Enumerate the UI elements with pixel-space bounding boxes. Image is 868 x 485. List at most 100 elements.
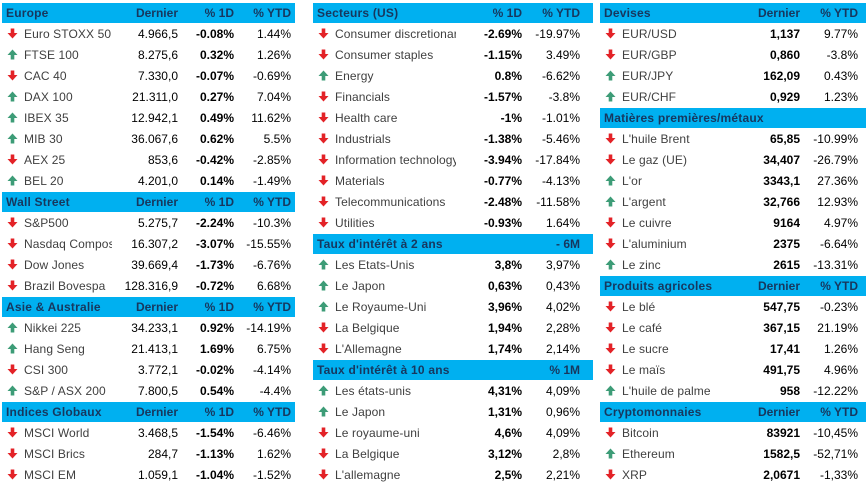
row-label: AEX 25: [24, 152, 66, 167]
row-value: 11.62%: [251, 110, 291, 125]
down-arrow-icon: [313, 448, 335, 459]
down-arrow-icon: [600, 133, 622, 144]
table-row: Bitcoin 83921 -10,45%: [600, 422, 866, 443]
down-arrow-icon: [313, 343, 335, 354]
row-value: -1.04%: [195, 467, 234, 482]
row-value: -1%: [500, 110, 522, 125]
row-value: 2,21%: [545, 467, 580, 482]
row-label: EUR/USD: [622, 26, 677, 41]
down-arrow-icon: [313, 28, 335, 39]
row-label: Le Japon: [335, 278, 386, 293]
row-value: -13.31%: [813, 257, 858, 272]
column-header-label: % YTD: [542, 6, 580, 20]
down-arrow-icon: [600, 154, 622, 165]
down-arrow-icon: [313, 49, 335, 60]
row-label: Le zinc: [622, 257, 661, 272]
column-header-label: Dernier: [135, 195, 178, 209]
row-value: -1.01%: [541, 110, 580, 125]
row-label: Euro STOXX 50: [24, 26, 112, 41]
row-label: Ethereum: [622, 446, 675, 461]
table-row: La Belgique 1,94% 2,28%: [313, 317, 593, 338]
row-label: S&P500: [24, 215, 69, 230]
row-value: 0.62%: [199, 131, 234, 146]
row-label: Energy: [335, 68, 374, 83]
row-label: BEL 20: [24, 173, 64, 188]
row-value: -3.8%: [826, 47, 858, 62]
row-value: 3,96%: [487, 299, 522, 314]
section-header: Europe Dernier % 1D % YTD: [2, 3, 295, 23]
row-label: Consumer staples: [335, 47, 434, 62]
down-arrow-icon: [600, 28, 622, 39]
row-value: -6.62%: [541, 68, 580, 83]
row-value: 367,15: [763, 320, 800, 335]
row-label: L'huile de palme: [622, 383, 711, 398]
up-arrow-icon: [2, 322, 24, 333]
row-label: Financials: [335, 89, 391, 104]
down-arrow-icon: [313, 133, 335, 144]
table-row: Brazil Bovespa 128.316,9 -0.72% 6.68%: [2, 275, 295, 296]
down-arrow-icon: [2, 469, 24, 480]
row-label: Dow Jones: [24, 257, 85, 272]
row-label: EUR/JPY: [622, 68, 674, 83]
row-label: L'or: [622, 173, 643, 188]
dashboard-column: Europe Dernier % 1D % YTD Euro STOXX 50 4.966…: [2, 0, 295, 485]
row-value: 4.97%: [823, 215, 858, 230]
table-row: CAC 40 7.330,0 -0.07% -0.69%: [2, 65, 295, 86]
down-arrow-icon: [313, 196, 335, 207]
row-label: Le Royaume-Uni: [335, 299, 427, 314]
column-header-label: - 6M: [556, 237, 580, 251]
row-value: 34.233,1: [131, 320, 178, 335]
column-header-label: % 3M: [844, 111, 868, 125]
table-row: L'Allemagne 1,74% 2,14%: [313, 338, 593, 359]
column-header-label: % 1D: [204, 6, 234, 20]
table-row: CSI 300 3.772,1 -0.02% -4.14%: [2, 359, 295, 380]
down-arrow-icon: [313, 175, 335, 186]
row-value: 1.26%: [256, 47, 291, 62]
row-value: 1.62%: [256, 446, 291, 461]
row-value: -1.15%: [483, 47, 522, 62]
row-label: Le café: [622, 320, 663, 335]
up-arrow-icon: [313, 301, 335, 312]
column-header-label: Dernier: [757, 279, 800, 293]
row-value: -4.4%: [259, 383, 291, 398]
table-row: Nasdaq Composite 16.307,2 -3.07% -15.55%: [2, 233, 295, 254]
row-value: 0,96%: [545, 404, 580, 419]
row-label: Health care: [335, 110, 398, 125]
down-arrow-icon: [2, 28, 24, 39]
row-value: 2,28%: [545, 320, 580, 335]
table-row: MSCI EM 1.059,1 -1.04% -1.52%: [2, 464, 295, 485]
section-header: Indices Globaux Dernier % 1D % YTD: [2, 402, 295, 422]
row-label: L'argent: [622, 194, 666, 209]
row-value: 83921: [766, 425, 800, 440]
row-label: Materials: [335, 173, 385, 188]
table-row: Consumer staples -1.15% 3.49%: [313, 44, 593, 65]
row-value: 4,31%: [487, 383, 522, 398]
row-value: 39.669,4: [131, 257, 178, 272]
row-value: -2.48%: [483, 194, 522, 209]
column-header-label: % YTD: [253, 405, 291, 419]
up-arrow-icon: [2, 112, 24, 123]
column-header-label: Dernier: [757, 405, 800, 419]
row-value: 32,766: [763, 194, 800, 209]
column-header-label: % 1D: [492, 6, 522, 20]
column-header-label: % YTD: [253, 300, 291, 314]
row-value: 21.311,0: [132, 89, 178, 104]
dashboard-column: Devises Dernier% YTD EUR/USD 1,137 9.77% EUR/…: [600, 0, 866, 485]
up-arrow-icon: [600, 196, 622, 207]
row-value: 0.14%: [199, 173, 234, 188]
row-value: 958: [779, 383, 800, 398]
table-row: XRP 2,0671 -1,33%: [600, 464, 866, 485]
row-label: CAC 40: [24, 68, 67, 83]
row-label: XRP: [622, 467, 647, 482]
row-value: -10,45%: [813, 425, 858, 440]
section-header: Taux d'intérêt à 2 ans - 6M: [313, 234, 593, 254]
row-value: 491,75: [763, 362, 800, 377]
row-value: 7.330,0: [137, 68, 178, 83]
row-value: 3,97%: [545, 257, 580, 272]
table-row: MSCI World 3.468,5 -1.54% -6.46%: [2, 422, 295, 443]
row-value: 6.68%: [256, 278, 291, 293]
row-value: -1.52%: [252, 467, 291, 482]
row-label: Les Etats-Unis: [335, 257, 415, 272]
row-value: 5.5%: [263, 131, 291, 146]
down-arrow-icon: [600, 322, 622, 333]
